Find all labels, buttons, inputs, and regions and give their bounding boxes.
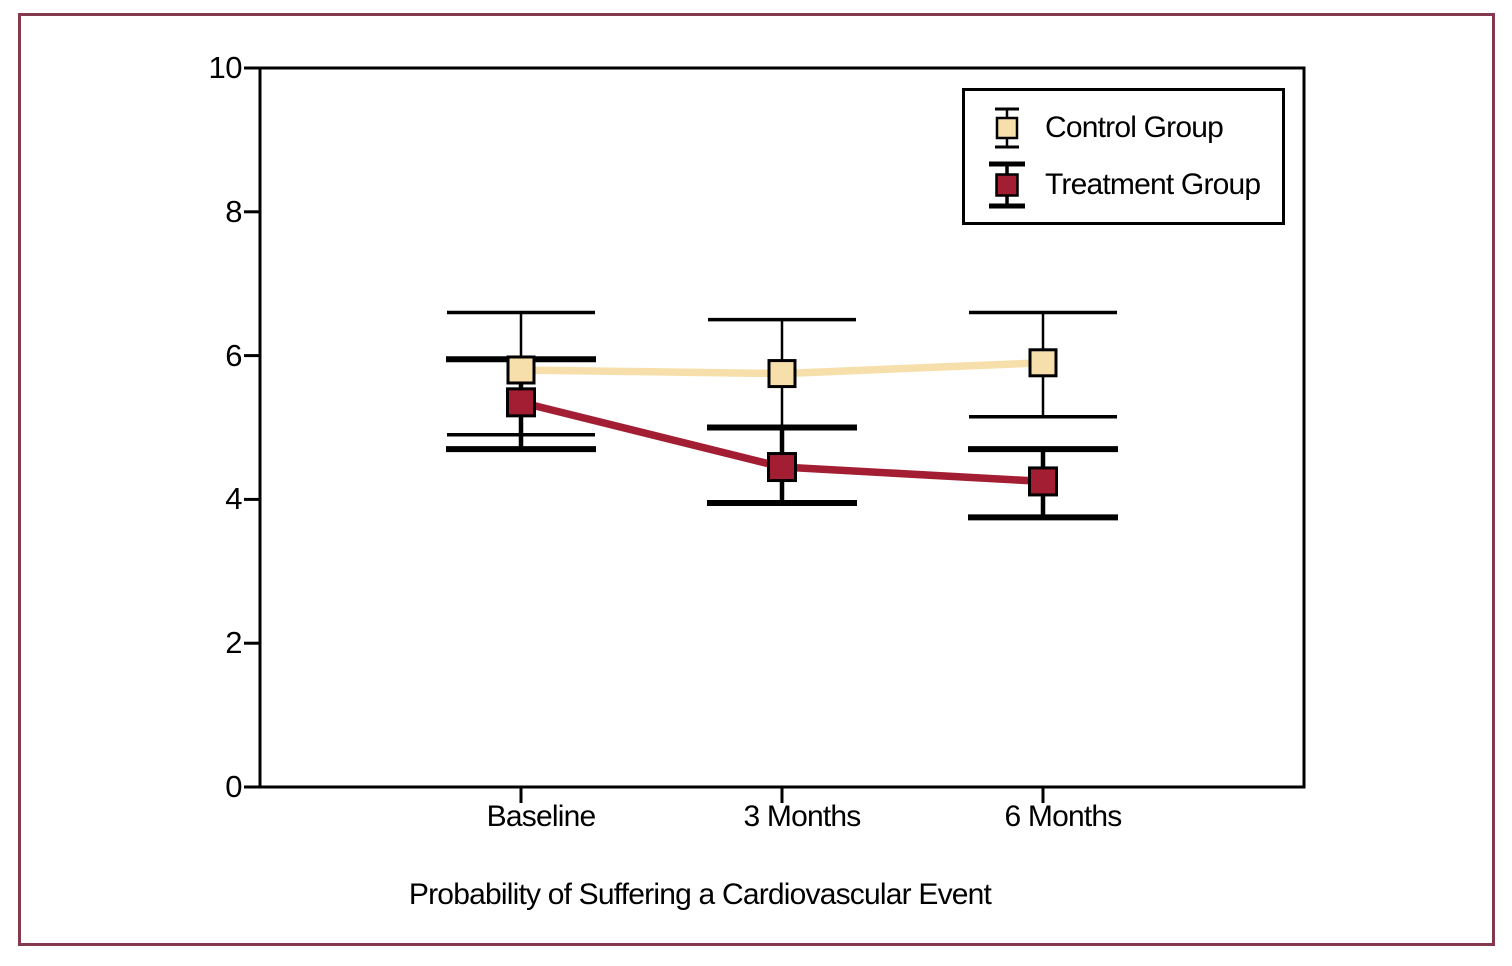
x-axis-title: Probability of Suffering a Cardiovascula…	[408, 878, 992, 911]
legend-item-control-group: Control Group	[984, 100, 1224, 156]
x-axis-label-6-months: 6 Months	[1004, 800, 1123, 833]
y-tick-label: 0	[225, 769, 242, 804]
y-tick-label: 10	[208, 50, 243, 85]
y-tick-label: 6	[225, 337, 242, 373]
y-tick-label: 4	[225, 481, 242, 517]
y-tick-label: 8	[225, 193, 242, 229]
treatment-group-swatch	[995, 173, 1019, 197]
legend-label-control-group: Control Group	[1045, 111, 1224, 144]
treatment-group-errorbar-icon	[989, 161, 1025, 209]
control-group-swatch	[995, 116, 1019, 140]
legend-item-treatment-group: Treatment Group	[984, 157, 1261, 213]
figure-border	[18, 13, 1495, 946]
legend-box: Control Group Treatment Group	[962, 88, 1285, 225]
control-group-errorbar-icon	[995, 107, 1019, 149]
legend-label-treatment-group: Treatment Group	[1045, 168, 1261, 201]
y-tick-label: 2	[225, 625, 242, 661]
x-axis-label-baseline: Baseline	[486, 800, 596, 833]
x-axis-label-3-months: 3 Months	[743, 800, 862, 833]
